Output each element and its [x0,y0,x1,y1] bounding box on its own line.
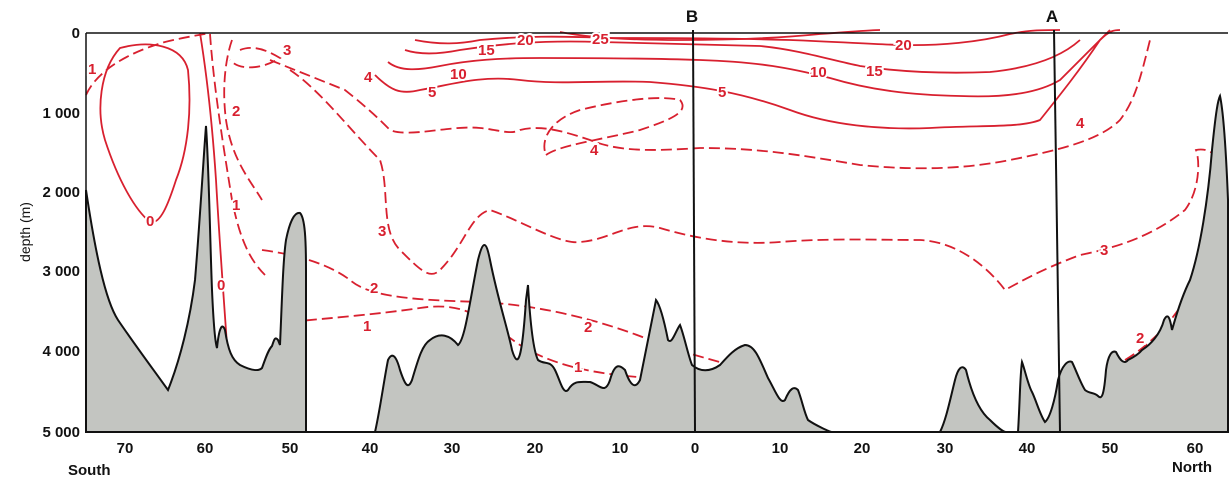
seabed-topography [85,92,1229,433]
y-tick-label: 2 000 [42,184,80,201]
y-tick-label: 3 000 [42,263,80,280]
isotherm-label: 2 [370,280,378,297]
isotherm-label: 4 [364,69,373,86]
x-tick-label: 50 [282,440,299,457]
isotherm-label: 3 [283,42,291,59]
isotherm-3 [289,69,1217,292]
y-tick-label: 1 000 [42,105,80,122]
isotherm-label: 4 [590,142,599,159]
axes-frame [85,32,1228,433]
x-tick-label: 0 [691,440,699,457]
isotherm-label: 15 [866,63,883,80]
marker-label-b: B [686,7,698,26]
north-label: North [1172,459,1212,476]
marker-line-b [692,29,696,433]
marker-label-a: A [1046,7,1058,26]
y-tick-labels: 0 1 000 2 000 3 000 4 000 5 000 [42,25,80,441]
seabed-southern-ridge [85,125,308,433]
x-tick-label: 70 [117,440,134,457]
isotherm-label: 1 [88,61,96,78]
isotherm-5 [374,29,1121,130]
x-tick-label: 10 [772,440,789,457]
section-markers: B A [686,7,1061,433]
isotherm-label: 0 [217,277,225,294]
isotherm-2-descent [223,39,263,201]
y-tick-label: 4 000 [42,343,80,360]
x-tick-label: 40 [1019,440,1036,457]
seabed-northern-slope [1016,92,1229,433]
isotherm-label: 4 [1076,115,1085,132]
isotherm-label: 1 [574,359,582,376]
isotherm-label: 10 [810,64,827,81]
x-tick-label: 10 [612,440,629,457]
isotherm-label: 10 [450,66,467,83]
isotherm-label: 3 [378,223,386,240]
isotherm-0-descent [199,32,229,361]
isotherm-label: 1 [232,197,240,214]
isotherm-labels: 1 0 2 1 0 3 4 5 10 15 20 25 20 15 10 5 4… [86,29,1146,378]
seabed-mid-atlantic-ridge [373,244,833,433]
isotherm-label: 25 [592,31,609,48]
x-tick-label: 20 [527,440,544,457]
isotherm-10 [387,29,1111,98]
x-tick-label: 60 [197,440,214,457]
isotherm-4 [269,39,1151,170]
marker-line-a [1053,29,1061,433]
isotherm-25 [559,29,881,41]
isotherm-label: 2 [1136,330,1144,347]
isotherm-0-south-loop [99,43,191,223]
x-tick-label: 40 [362,440,379,457]
isotherm-1-descent [209,33,266,276]
y-tick-label: 0 [72,25,80,42]
isotherm-20 [414,29,1061,47]
isotherm-label: 20 [517,32,534,49]
isotherm-label: 1 [363,318,371,335]
south-label: South [68,462,111,479]
isotherm-label: 20 [895,37,912,54]
isotherm-label: 2 [584,319,592,336]
isotherm-label: 5 [428,84,436,101]
isotherm-label: 5 [718,84,726,101]
x-tick-label: 30 [937,440,954,457]
seabed-east-seamount [938,366,1007,433]
x-tick-labels: 70 60 50 40 30 20 10 0 10 20 30 40 50 60 [117,440,1204,457]
isotherm-label: 3 [1100,242,1108,259]
isotherm-15 [404,39,1081,74]
y-axis-title: depth (m) [17,202,33,262]
x-tick-label: 50 [1102,440,1119,457]
x-tick-label: 20 [854,440,871,457]
isotherm-label: 15 [478,42,495,59]
x-tick-label: 30 [444,440,461,457]
isotherm-label: 0 [146,213,154,230]
isotherm-label: 2 [232,103,240,120]
isotherm-4-tongue [543,97,684,156]
isotherm-3-south [229,46,282,69]
y-tick-label: 5 000 [42,424,80,441]
x-tick-label: 60 [1187,440,1204,457]
isotherm-1-south [85,32,211,96]
